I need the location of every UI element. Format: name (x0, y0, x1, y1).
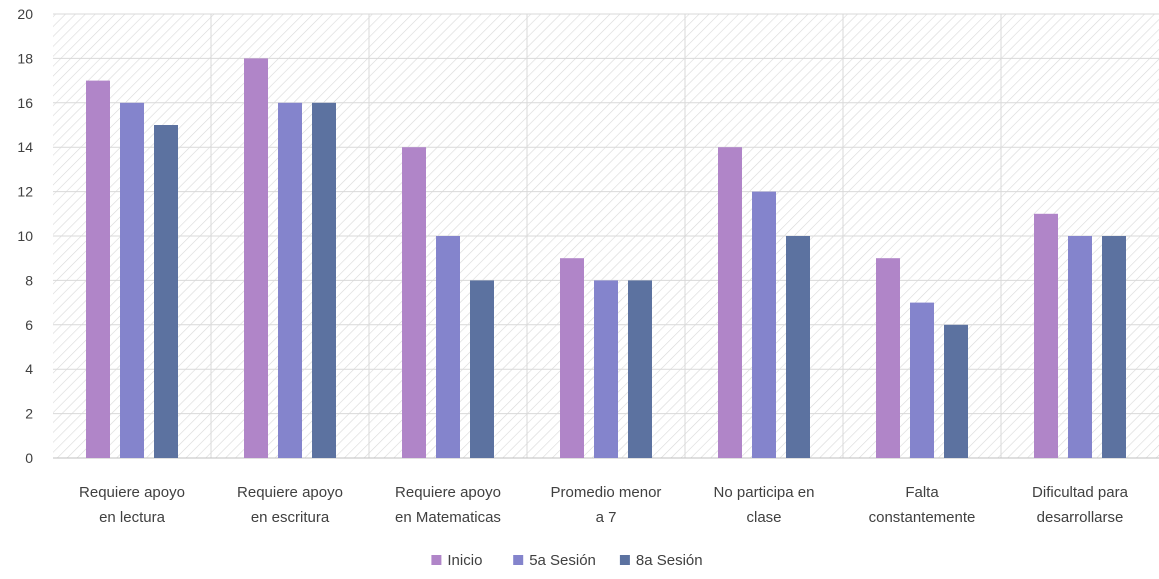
y-axis: 0 2 4 6 8 10 12 14 16 18 20 (17, 6, 33, 466)
y-tick-label: 2 (25, 406, 33, 422)
y-tick-label: 10 (17, 228, 33, 244)
bar (876, 258, 900, 458)
y-tick-label: 20 (17, 6, 33, 22)
y-tick-label: 12 (17, 184, 33, 200)
bar (1034, 213, 1058, 458)
y-tick-label: 16 (17, 95, 33, 111)
x-category-label: desarrollarse (1037, 509, 1124, 526)
bar (628, 280, 652, 458)
x-category-label: Falta (905, 484, 939, 501)
legend-label: 8a Sesión (636, 552, 703, 569)
x-category-label: Requiere apoyo (79, 484, 185, 501)
bar (402, 147, 426, 458)
bars (86, 58, 1126, 459)
bar (786, 236, 810, 458)
bar (1068, 236, 1092, 458)
bar (436, 236, 460, 458)
x-category-label: No participa en (714, 484, 815, 501)
x-category-label: clase (746, 509, 781, 526)
y-tick-label: 0 (25, 450, 33, 466)
y-tick-label: 6 (25, 317, 33, 333)
bar (718, 147, 742, 458)
bar (244, 58, 268, 459)
x-category-label: Promedio menor (551, 484, 662, 501)
legend-swatch (431, 555, 442, 565)
legend-label: Inicio (447, 552, 482, 569)
bar (560, 258, 584, 458)
bar (1102, 236, 1126, 458)
bar (86, 80, 110, 458)
y-tick-label: 14 (17, 139, 33, 155)
y-tick-label: 18 (17, 50, 33, 66)
bar (470, 280, 494, 458)
bar (120, 102, 144, 459)
x-category-label: Requiere apoyo (395, 484, 501, 501)
legend-label: 5a Sesión (529, 552, 596, 569)
x-category-label: a 7 (596, 509, 617, 526)
x-category-label: en lectura (99, 509, 166, 526)
bar (944, 324, 968, 458)
x-category-label: en Matematicas (395, 509, 501, 526)
y-tick-label: 8 (25, 272, 33, 288)
x-axis: Requiere apoyo en lectura Requiere apoyo en… (79, 484, 1129, 526)
bar (312, 102, 336, 459)
legend: Inicio 5a Sesión 8a Sesión (431, 552, 703, 569)
y-tick-label: 4 (25, 361, 33, 377)
bar (594, 280, 618, 458)
x-category-label: en escritura (251, 509, 330, 526)
legend-swatch (513, 555, 524, 565)
bar (154, 125, 178, 458)
legend-swatch (619, 555, 630, 565)
bar (278, 102, 302, 459)
bar (910, 302, 934, 458)
bar (752, 191, 776, 458)
x-category-label: constantemente (869, 509, 976, 526)
x-category-label: Requiere apoyo (237, 484, 343, 501)
x-category-label: Dificultad para (1032, 484, 1129, 501)
